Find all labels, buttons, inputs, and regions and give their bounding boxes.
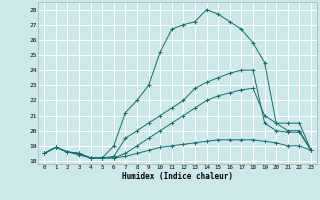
- X-axis label: Humidex (Indice chaleur): Humidex (Indice chaleur): [122, 172, 233, 181]
